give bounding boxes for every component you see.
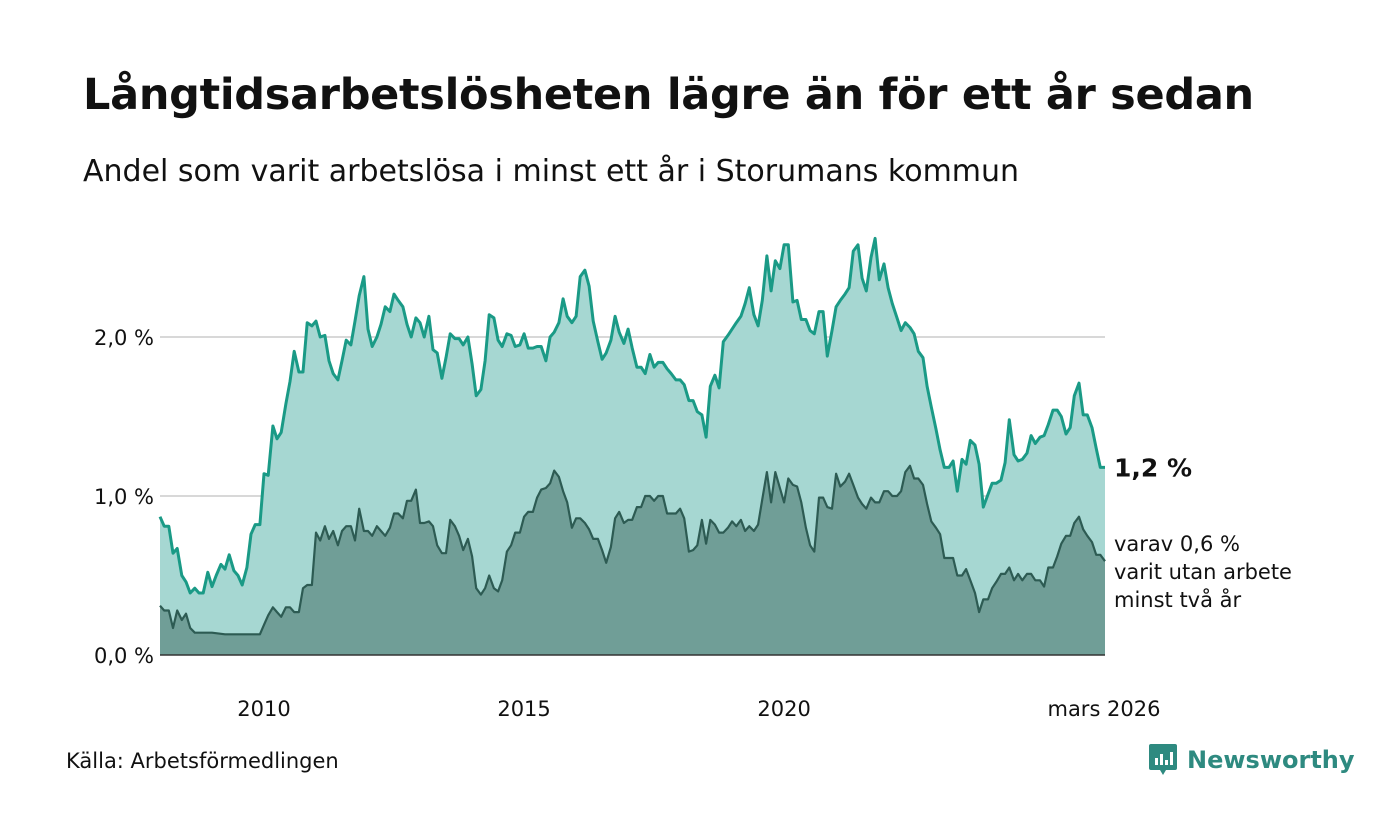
chart-subtitle: Andel som varit arbetslösa i minst ett å… [83,154,1020,189]
area-sub-series [160,465,1105,655]
end-label-sub-line: varit utan arbete [1114,560,1292,584]
x-tick-label: 2015 [497,697,550,721]
source-note: Källa: Arbetsförmedlingen [66,749,339,773]
logo-bar-3 [1165,760,1168,765]
brand-logo: Newsworthy [1148,742,1355,778]
y-tick-label: 1,0 % [94,485,154,509]
end-label-sub-line: minst två år [1114,587,1242,612]
end-label-sub-line: varav 0,6 % [1114,532,1240,556]
logo-bar-4 [1170,752,1173,765]
logo-bar-1 [1155,758,1158,765]
x-tick-label: mars 2026 [1047,697,1160,721]
line-main-series [158,236,1105,595]
newsworthy-logo-icon [1149,744,1177,775]
y-tick-label: 2,0 % [94,326,154,350]
chart-title: Långtidsarbetslösheten lägre än för ett … [83,70,1254,120]
y-tick-label: 0,0 % [94,644,154,668]
x-tick-label: 2010 [237,697,290,721]
logo-bar-2 [1160,754,1163,765]
brand-name: Newsworthy [1187,746,1355,774]
x-tick-label: 2020 [757,697,810,721]
end-label-main: 1,2 % [1114,453,1192,482]
line-sub-series [159,464,1106,636]
